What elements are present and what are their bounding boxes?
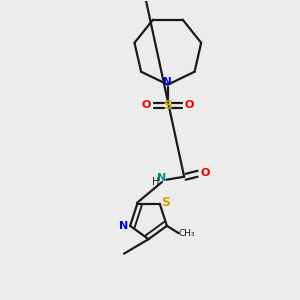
Text: N: N <box>119 221 128 231</box>
Text: S: S <box>163 99 172 112</box>
Text: N: N <box>164 77 172 87</box>
Text: S: S <box>161 196 170 209</box>
Text: O: O <box>185 100 194 110</box>
Text: N: N <box>157 173 167 183</box>
Text: O: O <box>141 100 151 110</box>
Text: H: H <box>152 177 160 187</box>
Text: O: O <box>200 168 210 178</box>
Text: CH₃: CH₃ <box>179 229 195 238</box>
